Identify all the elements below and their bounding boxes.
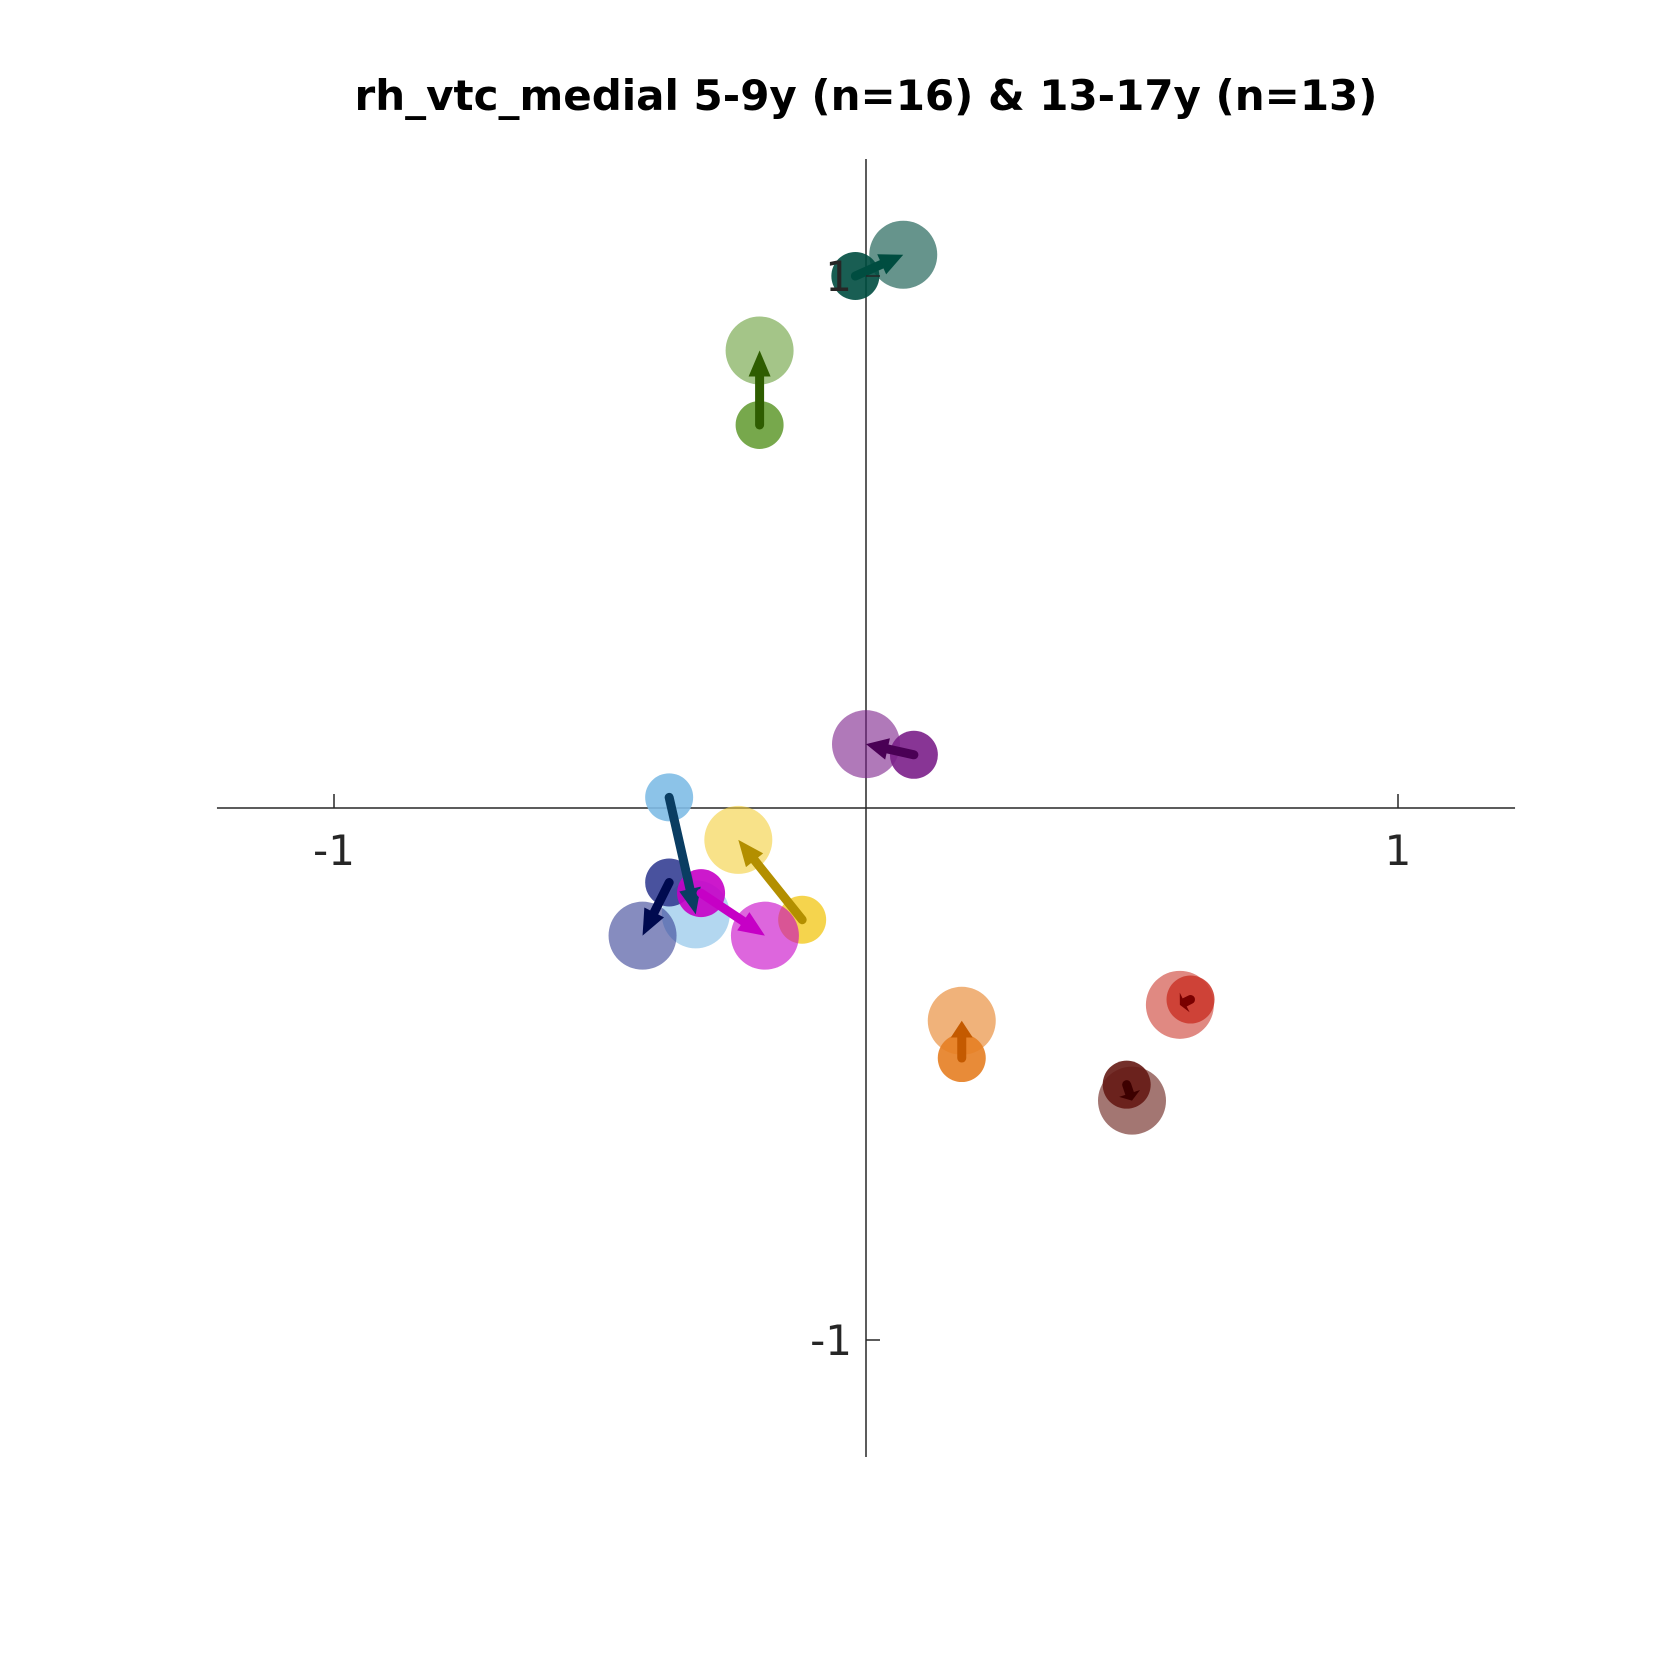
arrow-head — [877, 254, 904, 275]
arrow-shaft — [1180, 995, 1196, 1007]
arrow-shaft — [664, 792, 695, 894]
arrows-layer — [642, 254, 1196, 1101]
arrow-head — [950, 1020, 973, 1038]
arrow-head — [642, 907, 665, 936]
arrow-head — [866, 738, 890, 760]
arrow-shaft — [883, 744, 919, 760]
ticks-layer: -1 1 1 -1 — [313, 252, 1411, 1365]
chart-title: rh_vtc_medial 5-9y (n=16) & 13-17y (n=13… — [355, 71, 1378, 120]
axes — [216, 158, 1516, 1458]
arrow-head — [679, 886, 701, 915]
arrow-head — [1119, 1089, 1141, 1101]
arrow-shaft — [850, 259, 887, 281]
arrow-head — [738, 839, 764, 868]
y-tick-label: -1 — [810, 1316, 852, 1365]
arrow-head — [748, 350, 771, 377]
arrow-head — [1179, 992, 1190, 1013]
arrow-shaft — [1122, 1080, 1135, 1098]
arrow-shaft — [649, 877, 674, 917]
arrow-head — [737, 912, 765, 936]
arrow-shaft — [696, 888, 748, 926]
x-tick-label: 1 — [1385, 826, 1412, 875]
x-tick-label: -1 — [313, 826, 355, 875]
y-tick-label: 1 — [825, 252, 852, 301]
points-layer — [608, 220, 1215, 1135]
arrow-shaft — [750, 855, 807, 925]
